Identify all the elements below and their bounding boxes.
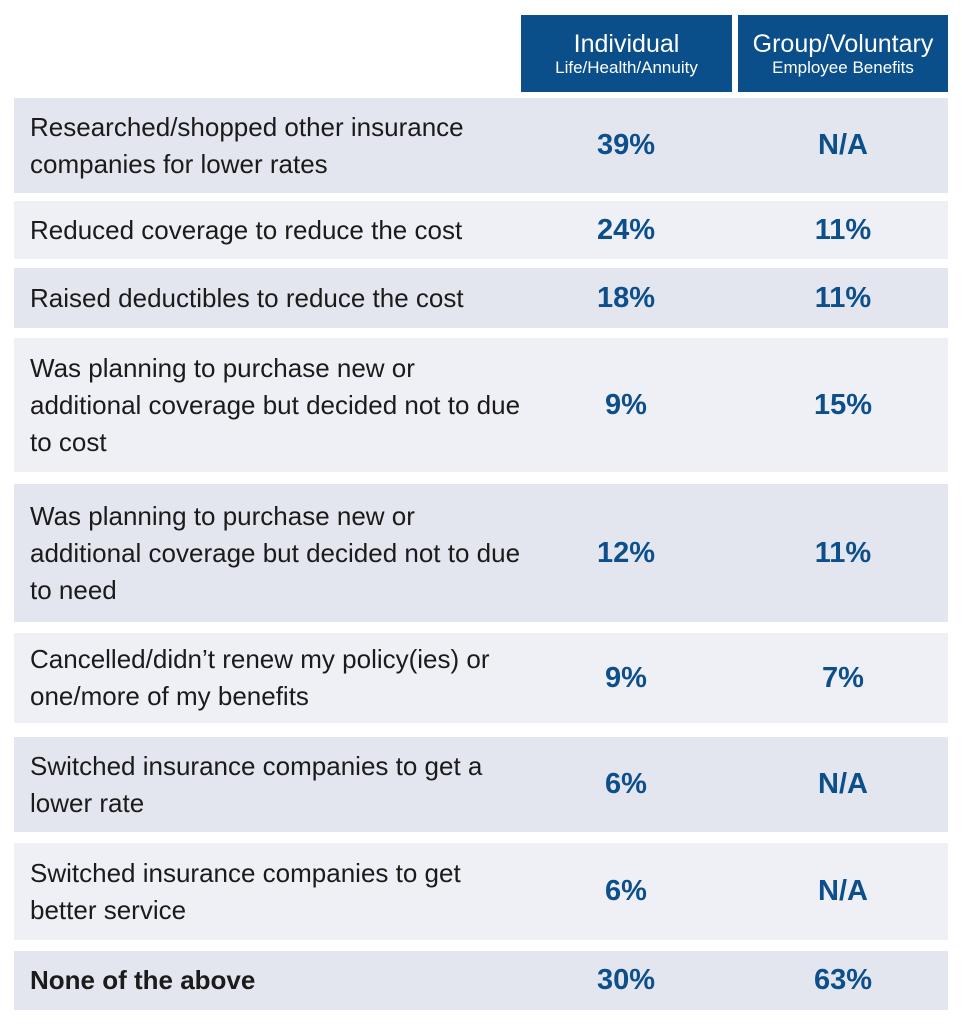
value-group: N/A	[818, 768, 868, 800]
table-row: Raised deductibles to reduce the cost 18…	[14, 268, 948, 328]
value-group: 63%	[813, 964, 873, 996]
column-header-individual: Individual Life/Health/Annuity	[521, 15, 732, 92]
column-subtitle: Employee Benefits	[772, 57, 914, 77]
value-group: N/A	[818, 875, 868, 907]
value-group: 11%	[814, 281, 872, 314]
value-individual: 6%	[605, 875, 647, 907]
column-subtitle: Life/Health/Annuity	[555, 57, 698, 77]
value-group: 11%	[814, 536, 872, 569]
row-label: Switched insurance companies to get bett…	[30, 857, 461, 925]
value-individual: 24%	[596, 213, 656, 246]
row-label: Cancelled/didn’t renew my policy(ies) or…	[30, 644, 490, 711]
column-title: Individual	[573, 29, 680, 58]
table-row: Switched insurance companies to get bett…	[14, 843, 948, 940]
table-row: Reduced coverage to reduce the cost 24% …	[14, 201, 948, 259]
table-row: Cancelled/didn’t renew my policy(ies) or…	[14, 633, 948, 723]
row-label: None of the above	[30, 965, 256, 995]
row-label: Raised deductibles to reduce the cost	[30, 282, 464, 313]
row-label: Researched/shopped other insurance compa…	[30, 111, 464, 179]
table-row: Researched/shopped other insurance compa…	[14, 98, 948, 193]
row-label: Was planning to purchase new or addition…	[30, 352, 521, 457]
value-individual: 18%	[596, 281, 656, 314]
value-individual: 30%	[596, 964, 656, 996]
value-group: 7%	[822, 661, 864, 694]
value-individual: 12%	[596, 536, 656, 569]
table-row: Was planning to purchase new or addition…	[14, 338, 948, 472]
value-individual: 6%	[605, 768, 647, 800]
column-header-group: Group/Voluntary Employee Benefits	[738, 15, 948, 92]
value-group: 11%	[814, 213, 872, 246]
row-label: Was planning to purchase new or addition…	[30, 500, 521, 605]
table-row: None of the above 30% 63%	[14, 951, 948, 1010]
row-label: Reduced coverage to reduce the cost	[30, 214, 463, 245]
column-title: Group/Voluntary	[752, 29, 934, 58]
value-individual: 9%	[605, 388, 647, 421]
value-individual: 39%	[596, 129, 656, 161]
value-individual: 9%	[605, 661, 647, 694]
value-group: 15%	[813, 388, 873, 421]
value-group: N/A	[818, 129, 868, 161]
table-row: Switched insurance companies to get a lo…	[14, 737, 948, 832]
table-row: Was planning to purchase new or addition…	[14, 484, 948, 622]
row-label: Switched insurance companies to get a lo…	[30, 750, 483, 818]
